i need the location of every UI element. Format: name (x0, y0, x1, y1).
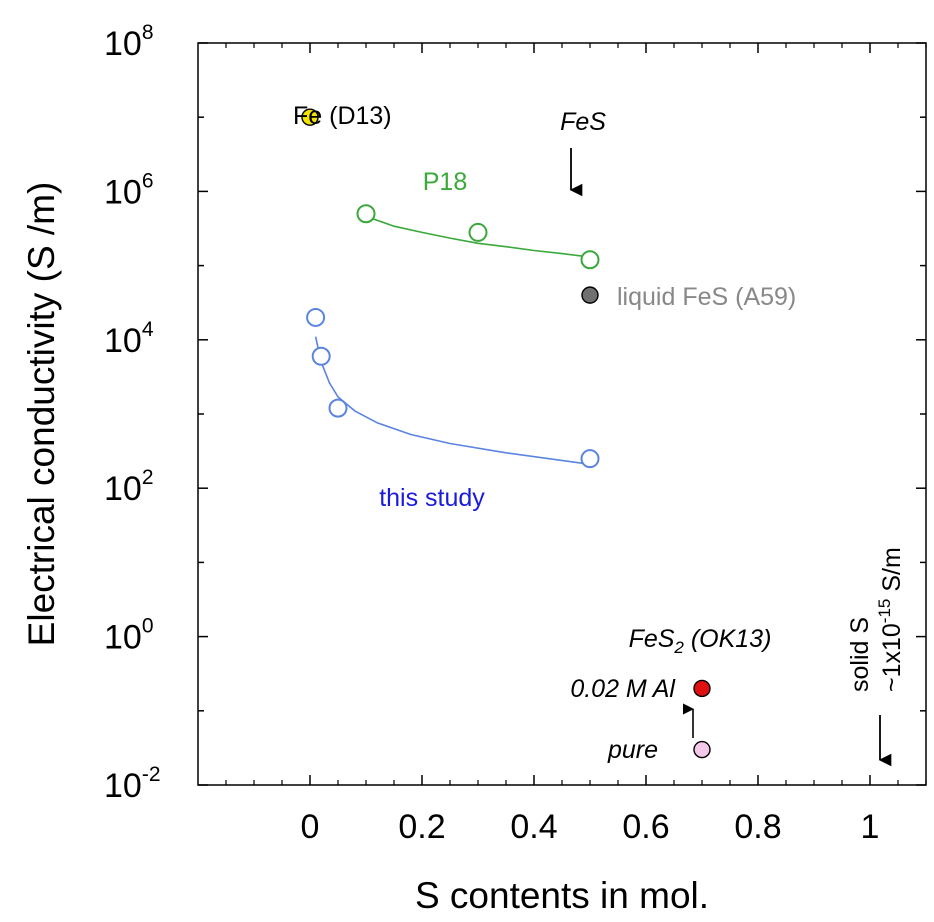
data-point (311, 346, 331, 366)
y-tick-label: 10-2 (104, 763, 161, 805)
svg-text:solid S: solid S (846, 617, 874, 692)
x-tick-label: 1 (861, 808, 880, 846)
data-point (580, 449, 600, 469)
fit-line-p18 (365, 215, 591, 258)
data-point (306, 307, 326, 327)
label-al: 0.02 M Al (570, 675, 676, 703)
label-pure: pure (607, 736, 658, 764)
y-tick-label: 104 (104, 318, 154, 360)
label-fes2-ok13: FeS2 (OK13) (629, 625, 772, 657)
fit-line-this-study (314, 336, 591, 466)
plot-frame (197, 42, 927, 786)
data-point (468, 222, 488, 242)
label-liquid-fes: liquid FeS (A59) (617, 283, 796, 311)
data-point (356, 204, 376, 224)
data-point (581, 286, 599, 304)
label-fe-d13: Fe (D13) (293, 102, 392, 130)
data-point (301, 108, 319, 126)
y-tick-label: 100 (104, 615, 154, 657)
x-axis-title: S contents in mol. (415, 875, 709, 916)
x-tick-label: 0.2 (398, 808, 445, 846)
fit-curves (314, 215, 591, 466)
data-points (301, 108, 711, 759)
data-point (580, 250, 600, 270)
y-tick-label: 102 (104, 466, 154, 508)
x-tick-label: 0 (301, 808, 320, 846)
x-tick-label: 0.8 (734, 808, 781, 846)
data-point (693, 679, 711, 698)
label-p18: P18 (423, 168, 467, 196)
axis-ticks: 0 0.2 0.4 0.6 0.8 1 108 106 104 102 100 10-2 (104, 21, 927, 846)
svg-text:~1x10-15 S/m: ~1x10-15 S/m (875, 547, 906, 692)
label-solid-s: solid S ~1x10-15 S/m (846, 547, 906, 692)
x-tick-label: 0.6 (622, 808, 669, 846)
label-fes: FeS (560, 108, 606, 136)
y-tick-label: 106 (104, 169, 154, 211)
label-this-study: this study (379, 484, 485, 512)
y-tick-label: 108 (104, 21, 154, 63)
x-tick-label: 0.4 (510, 808, 557, 846)
data-point (693, 740, 711, 759)
y-axis-title: Electrical conductivity (S /m) (21, 182, 62, 647)
data-point (328, 398, 348, 418)
